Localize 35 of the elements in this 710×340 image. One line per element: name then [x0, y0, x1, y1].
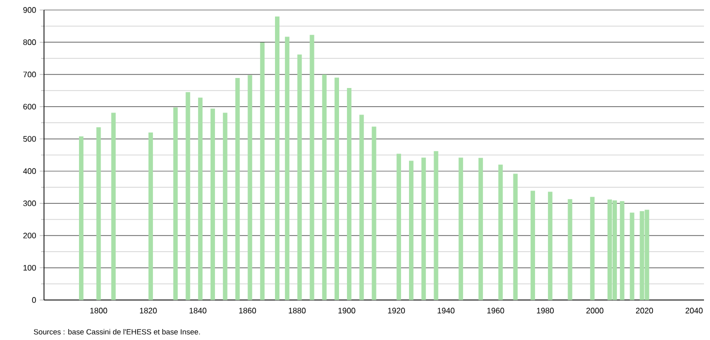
bar: [310, 34, 314, 300]
bar: [498, 164, 503, 300]
bar: [434, 151, 438, 300]
bar: [198, 98, 203, 300]
bar: [260, 42, 265, 300]
bar: [297, 54, 302, 300]
bar: [630, 212, 634, 300]
bar: [173, 107, 178, 300]
bar: [458, 158, 464, 300]
bar: [372, 126, 376, 300]
bar: [148, 132, 153, 300]
bar: [248, 75, 252, 300]
bar: [96, 127, 101, 300]
bar: [235, 78, 240, 300]
bar: [590, 196, 595, 300]
bar: [548, 192, 552, 300]
bar: [222, 112, 228, 300]
bar: [284, 36, 290, 300]
bar: [359, 114, 364, 300]
bar: [396, 154, 402, 300]
bar: [421, 158, 426, 300]
bar: [408, 160, 414, 300]
bar: [530, 190, 536, 300]
bar: [513, 174, 518, 300]
bar: [334, 78, 340, 300]
bar: [78, 136, 84, 300]
bar: [210, 108, 215, 300]
bar: [322, 74, 327, 300]
bar: [275, 16, 280, 300]
bar: [620, 201, 624, 300]
bar: [478, 158, 483, 300]
bar: [346, 88, 352, 300]
bar: [111, 112, 116, 300]
bar: [186, 92, 190, 300]
bar: [568, 199, 572, 300]
